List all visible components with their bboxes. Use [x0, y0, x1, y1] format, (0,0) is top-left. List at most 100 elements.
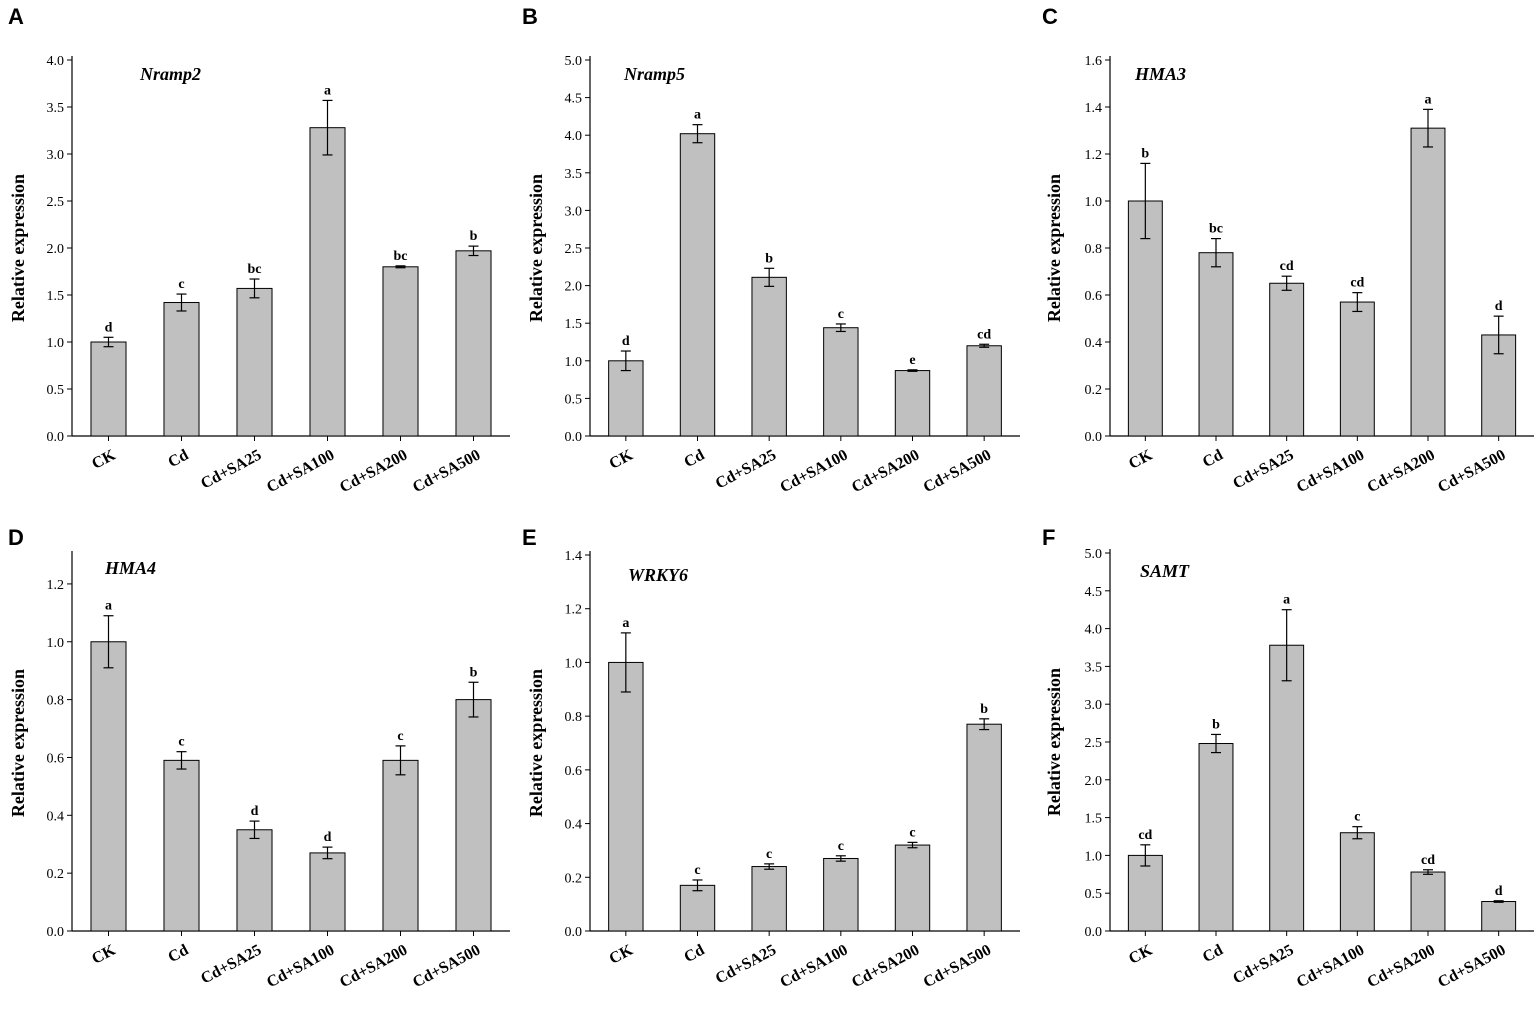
x-tick-label: Cd+SA100	[777, 447, 850, 497]
y-tick-label: 0.2	[1085, 383, 1103, 398]
bar	[823, 327, 859, 437]
significance-label: b	[765, 251, 773, 266]
bar	[679, 884, 716, 932]
y-tick-label: 0.5	[1085, 887, 1103, 902]
y-tick-label: 3.5	[47, 101, 65, 116]
bar	[1481, 901, 1517, 932]
y-tick-label: 1.2	[1085, 148, 1103, 163]
y-tick-label: 0.0	[1085, 430, 1103, 445]
bar	[679, 133, 716, 437]
y-axis-label: Relative expression	[526, 174, 546, 322]
y-tick-label: 1.0	[565, 355, 583, 370]
bar	[236, 829, 273, 932]
chart-panel-c: C 0.0 0.2 0.4 0.6 0.8 1.0 1.2 1.4 1.6 Relative exp…	[1042, 4, 1534, 496]
y-tick-label: 0.4	[47, 809, 65, 824]
significance-label: bc	[248, 262, 262, 277]
bar	[382, 759, 419, 932]
significance-label: b	[1212, 717, 1220, 732]
significance-label: d	[251, 804, 259, 819]
x-tick-label: Cd	[165, 941, 191, 966]
x-tick-label: Cd+SA25	[198, 942, 264, 988]
significance-label: cd	[1350, 276, 1364, 291]
bar	[309, 852, 346, 932]
y-tick-label: 0.2	[47, 867, 65, 882]
y-tick-label: 3.5	[1085, 660, 1103, 675]
y-axis-label: Relative expression	[8, 174, 28, 322]
bar	[163, 302, 200, 437]
chart-panel-f: F 0.0 0.5 1.0 1.5 2.0 2.5 3.0 3.5 4.0 4.5 5.0 Relati…	[1042, 525, 1534, 991]
bar	[455, 250, 492, 437]
bar	[1339, 832, 1375, 932]
bar	[751, 866, 787, 932]
x-tick-label: Cd+SA500	[921, 447, 994, 497]
x-tick-label: Cd+SA25	[198, 447, 264, 493]
y-tick-label: 2.0	[565, 280, 583, 295]
y-tick-label: 1.4	[565, 549, 583, 564]
bar	[1339, 301, 1375, 437]
y-axis-label: Relative expression	[8, 669, 28, 817]
y-tick-label: 4.0	[565, 129, 583, 144]
panel-letter: B	[522, 4, 538, 29]
bar	[1410, 127, 1446, 437]
y-tick-label: 3.5	[565, 167, 583, 182]
chart-panel-e: E 0.0 0.2 0.4 0.6 0.8 1.0 1.2 1.4 Relative expres…	[522, 525, 1020, 991]
y-tick-label: 4.5	[1085, 585, 1103, 600]
y-tick-label: 1.0	[1085, 195, 1103, 210]
bar	[309, 127, 346, 437]
y-tick-label: 0.0	[47, 430, 65, 445]
x-tick-label: Cd+SA200	[849, 447, 922, 497]
significance-label: d	[105, 320, 113, 335]
y-axis-label: Relative expression	[1044, 174, 1064, 322]
y-tick-label: 0.0	[565, 925, 583, 940]
x-tick-label: Cd+SA100	[777, 942, 850, 992]
y-tick-label: 0.5	[47, 383, 65, 398]
x-tick-label: Cd+SA500	[1435, 447, 1508, 497]
y-tick-label: 2.0	[1085, 774, 1103, 789]
y-tick-label: 4.5	[565, 92, 583, 107]
x-tick-label: Cd+SA25	[713, 942, 779, 988]
x-tick-label: Cd+SA100	[1294, 447, 1367, 497]
panel-letter: A	[8, 4, 24, 29]
x-tick-label: Cd+SA200	[849, 942, 922, 992]
x-tick-label: Cd+SA100	[1294, 942, 1367, 992]
y-tick-label: 0.2	[565, 871, 583, 886]
y-tick-label: 1.5	[1085, 812, 1103, 827]
y-tick-label: 3.0	[1085, 698, 1103, 713]
x-tick-label: Cd+SA100	[264, 942, 337, 992]
y-tick-label: 1.2	[565, 603, 583, 618]
y-tick-label: 1.2	[47, 578, 65, 593]
y-tick-label: 5.0	[1085, 547, 1103, 562]
significance-label: b	[470, 665, 478, 680]
x-tick-label: Cd+SA500	[921, 942, 994, 992]
y-tick-label: 1.6	[1085, 54, 1103, 69]
significance-label: a	[1283, 593, 1290, 608]
x-tick-label: CK	[89, 446, 119, 473]
significance-label: e	[909, 353, 915, 368]
y-tick-label: 1.0	[47, 636, 65, 651]
x-tick-label: Cd+SA25	[1230, 447, 1296, 493]
chart-title: Nramp5	[623, 64, 685, 84]
significance-label: bc	[1209, 222, 1223, 237]
x-tick-label: Cd	[1200, 941, 1226, 966]
significance-label: b	[470, 229, 478, 244]
y-tick-label: 2.5	[565, 242, 583, 257]
chart-panel-d: D 0.0 0.2 0.4 0.6 0.8 1.0 1.2 Relative expressio…	[8, 525, 510, 991]
significance-label: cd	[977, 327, 991, 342]
bar	[751, 276, 787, 437]
bar	[608, 661, 644, 932]
y-tick-label: 0.6	[565, 764, 583, 779]
significance-label: cd	[1138, 828, 1152, 843]
bar	[1269, 282, 1305, 437]
y-axis-label: Relative expression	[1044, 668, 1064, 816]
y-tick-label: 0.8	[47, 694, 65, 709]
bar	[1198, 252, 1234, 437]
y-tick-label: 0.4	[565, 818, 583, 833]
significance-label: c	[838, 307, 844, 322]
y-axis-label: Relative expression	[526, 669, 546, 817]
bar	[382, 266, 419, 437]
chart-title: HMA4	[104, 558, 156, 578]
x-tick-label: Cd+SA500	[410, 942, 483, 992]
significance-label: c	[838, 839, 844, 854]
significance-label: c	[694, 863, 700, 878]
